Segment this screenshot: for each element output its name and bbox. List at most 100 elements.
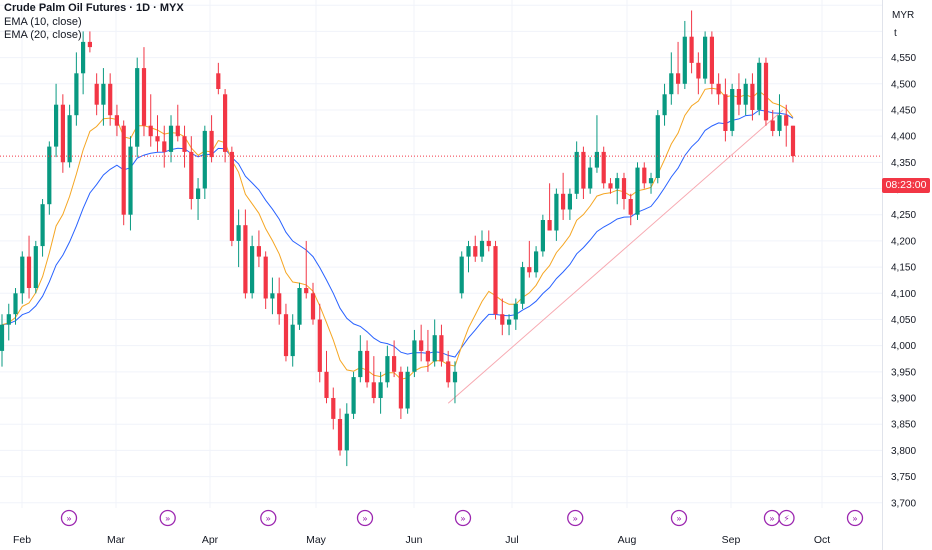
y-tick-label: 3,900 [891,394,916,405]
dividend-icon: » [769,515,775,525]
last-price-badge: 08:23:00 [882,178,930,193]
candle-body [567,193,572,210]
candle-body [655,115,660,178]
candle-body [534,251,539,273]
candle-body [662,94,667,116]
candle-body [520,267,525,304]
event-circle [846,509,864,527]
y-tick-label: 4,450 [891,105,916,116]
trendline-path [447,109,784,404]
x-tick-label: Sep [722,534,741,546]
ema-20-line [1,109,794,358]
candle-body [128,146,133,215]
candle-body [196,188,201,199]
candle-body [310,293,316,320]
price-axis[interactable] [882,0,932,550]
candle-body [770,120,775,131]
candle-body [547,220,552,231]
candle-body [561,193,566,210]
candle-body [405,371,410,409]
y-tick-label: 4,100 [891,289,916,300]
ema-10-path [1,87,794,380]
grid-lines [0,0,882,508]
candle-body [331,398,336,419]
candle-body [459,256,464,294]
candle-body [229,151,234,241]
y-tick-label: 4,350 [891,158,916,169]
y-tick-label: 3,750 [891,472,916,483]
candle-body [709,36,714,84]
candle-body [703,36,708,79]
candle-body [337,419,343,451]
currency-label[interactable]: MYR [892,10,915,21]
legend-ema20[interactable]: EMA (20, close) [4,29,82,41]
x-tick-label: Jul [505,534,518,546]
dividend-icon: » [572,515,578,525]
candle-body [33,246,38,288]
candle-body [87,41,92,48]
x-tick-label: Feb [13,534,31,546]
candle-body [358,350,363,378]
candle-body [223,94,228,152]
candle-body [432,335,437,362]
trendline[interactable] [447,109,784,404]
candle-body [696,62,701,79]
candle-body [60,104,65,163]
candle-body [141,68,147,126]
event-circle [567,509,584,527]
event-circle [159,509,176,527]
event-circle [670,509,688,527]
event-markers: » » » » » » » » ⚡ » [60,509,864,527]
x-axis: Feb Mar Apr May Jun Jul Aug Sep Oct [13,534,830,546]
candle-body [392,356,397,372]
y-tick-label: 4,150 [891,263,916,274]
candles-group [0,10,796,467]
y-tick-label: 3,700 [891,498,916,509]
candle-body [425,350,430,362]
candle-body [635,167,640,215]
candle-body [216,73,221,89]
candle-body [716,83,721,95]
dividend-icon: » [362,515,368,525]
candle-body [507,319,512,325]
candle-body [554,193,559,231]
dividend-icon: » [852,515,858,525]
dividend-icon: » [676,515,682,525]
candle-body [446,361,451,383]
candle-body [40,204,45,247]
lightning-icon: ⚡ [783,515,789,525]
y-tick-label: 4,500 [891,79,916,90]
candle-body [628,199,633,215]
legend-ema10[interactable]: EMA (10, close) [4,15,82,28]
candle-body [0,324,5,351]
candle-body [412,340,417,372]
candle-body [473,246,478,257]
legend-title[interactable]: Crude Palm Oil Futures · 1D · MYX [4,2,184,14]
dividend-icon: » [266,515,272,525]
y-tick-label: 4,400 [891,132,916,143]
candle-body [47,146,52,205]
candle-body [283,314,289,357]
candle-body [371,382,376,398]
y-tick-label: 3,800 [891,446,916,457]
candle-body [608,183,613,189]
candle-body [168,125,174,152]
candle-body [493,246,498,315]
ema-20-path [1,109,794,358]
y-tick-label: 4,200 [891,236,916,247]
candle-body [730,89,735,131]
candle-body [736,89,741,105]
x-tick-label: Apr [202,534,219,546]
candle-body [757,62,762,110]
x-tick-label: Aug [618,534,637,546]
candle-body [351,377,356,414]
candle-body [108,83,113,116]
y-tick-label: 3,850 [891,420,916,431]
candle-body [642,167,647,184]
candle-body [615,178,620,189]
event-circle [778,509,795,527]
candle-body [676,73,681,84]
candle-body [94,83,99,105]
candle-body [500,314,505,325]
